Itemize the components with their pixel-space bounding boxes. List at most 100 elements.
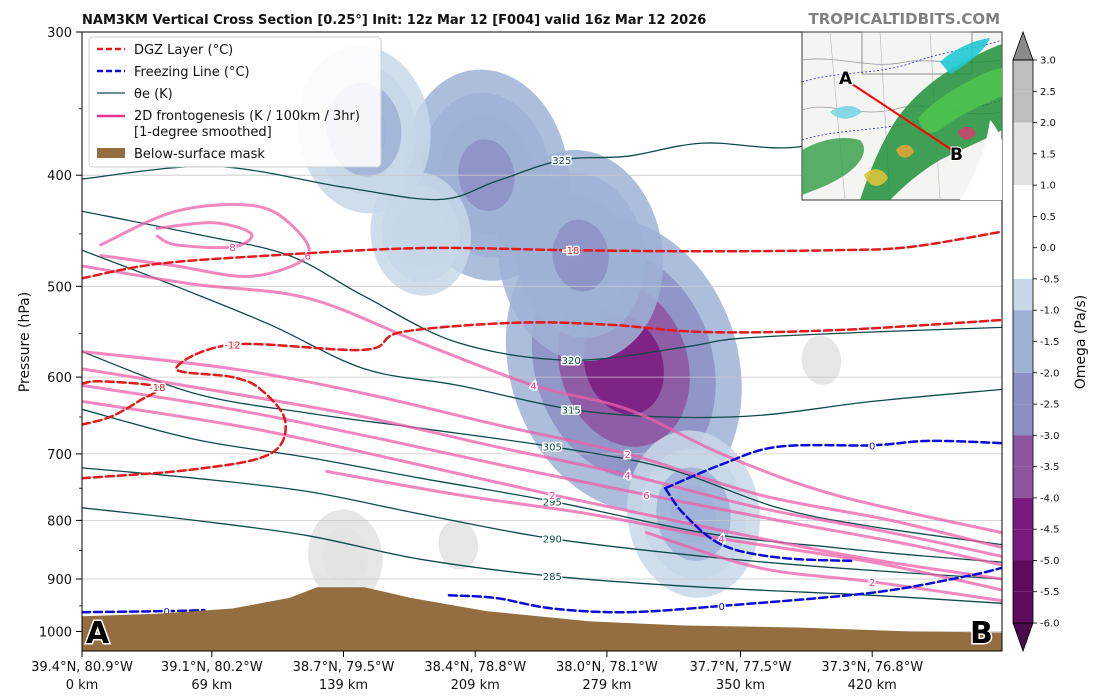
dgz-line-0 bbox=[82, 230, 1002, 280]
y-tick-label-900: 900 bbox=[47, 573, 72, 588]
frontogenesis-contours: 6 8 4 2 4 6 2 4 2 bbox=[82, 203, 1002, 603]
colorbar-bin-2.5 bbox=[1013, 91, 1033, 123]
frontogenesis-label-8: 2 bbox=[869, 578, 875, 589]
colorbar-bin--3.5 bbox=[1013, 466, 1033, 498]
x-tick-distance-3: 209 km bbox=[451, 678, 500, 693]
colorbar-tick-label-15: -4.5 bbox=[1040, 525, 1060, 536]
frontogenesis-line-7 bbox=[325, 469, 1002, 592]
colorbar-bin-2.0 bbox=[1013, 122, 1033, 154]
frontogenesis-line-5 bbox=[82, 383, 1002, 567]
frontogenesis-label-2: 4 bbox=[530, 381, 536, 392]
colorbar-tick-label-18: -6.0 bbox=[1040, 619, 1060, 630]
colorbar-tick-label-16: -5.0 bbox=[1040, 556, 1060, 567]
colorbar-tick-label-10: -2.0 bbox=[1040, 368, 1060, 379]
theta-e-line-4 bbox=[82, 408, 1002, 563]
dgz-label-0: -18 bbox=[563, 246, 579, 257]
colorbar-tick-label-5: 0.5 bbox=[1040, 212, 1056, 223]
dgz-contours: -18 -12 -18 bbox=[82, 230, 1002, 480]
brand-watermark: TROPICALTIDBITS.COM bbox=[809, 10, 1001, 28]
theta-e-label-2: 315 bbox=[562, 405, 581, 416]
omega-colorbar: 3.0 2.5 2.0 1.5 1.0 0.5 0.0 -0.5 -1.0 -1.5 -2.0 -2.… bbox=[1012, 30, 1060, 653]
y-tick-label-600: 600 bbox=[47, 371, 72, 386]
frontogenesis-label-1: 8 bbox=[229, 243, 235, 254]
omega-cell-7-ring-3 bbox=[322, 527, 368, 585]
y-tick-label-700: 700 bbox=[47, 448, 72, 463]
colorbar-bin--4.0 bbox=[1013, 497, 1033, 530]
colorbar-tick-label-7: -0.5 bbox=[1040, 274, 1060, 285]
frontogenesis-line-3 bbox=[82, 350, 1002, 550]
freezing-line-0 bbox=[82, 608, 206, 614]
x-tick-distance-4: 279 km bbox=[582, 678, 631, 693]
freezing-line-3 bbox=[663, 486, 855, 563]
colorbar-bin--0.5 bbox=[1013, 278, 1033, 311]
colorbar-title: Omega (Pa/s) bbox=[1073, 295, 1089, 390]
frontogenesis-label-3: 2 bbox=[624, 450, 630, 461]
legend-dgz-label: DGZ Layer (°C) bbox=[134, 43, 233, 58]
plot-frame bbox=[81, 31, 1003, 652]
colorbar-bin--1.0 bbox=[1013, 310, 1033, 342]
colorbar-bin--2.5 bbox=[1013, 404, 1033, 436]
omega-cell-10-ring-3 bbox=[580, 65, 615, 108]
dgz-line-1 bbox=[82, 318, 1002, 480]
freezing-label-1: 0 bbox=[719, 602, 725, 613]
frontogenesis-line-2 bbox=[82, 264, 1002, 535]
x-tick-coord-4: 38.0°N, 78.1°W bbox=[556, 660, 658, 675]
frontogenesis-label-7: 4 bbox=[719, 535, 725, 546]
chart-title: NAM3KM Vertical Cross Section [0.25°] In… bbox=[82, 13, 706, 28]
colorbar-bin--4.5 bbox=[1013, 529, 1033, 561]
y-axis-title: Pressure (hPa) bbox=[17, 292, 33, 392]
x-tick-coord-2: 38.7°N, 79.5°W bbox=[293, 660, 395, 675]
pressure-axis: 300 400 500 600 700 800 900 1000 bbox=[39, 26, 82, 641]
legend-fronto-label: 2D frontogenesis (K / 100km / 3hr) bbox=[134, 109, 360, 124]
colorbar-bin--5.5 bbox=[1013, 591, 1033, 623]
frontogenesis-line-4 bbox=[82, 367, 1002, 558]
frontogenesis-line-0 bbox=[99, 203, 311, 279]
inset-end-label: B bbox=[950, 145, 963, 165]
theta-e-label-5: 290 bbox=[543, 535, 562, 546]
theta-e-line-2 bbox=[82, 249, 1002, 419]
x-tick-distance-5: 350 km bbox=[716, 678, 765, 693]
theta-e-line-5 bbox=[82, 467, 1002, 580]
y-tick-label-300: 300 bbox=[47, 26, 72, 41]
inset-start-label: A bbox=[839, 69, 853, 89]
x-tick-distance-6: 420 km bbox=[848, 678, 897, 693]
inset-section-line bbox=[851, 83, 953, 151]
omega-cell-1-ring-3 bbox=[552, 219, 609, 292]
colorbar-tick-label-11: -2.5 bbox=[1040, 400, 1060, 411]
frontogenesis-label-4: 4 bbox=[624, 471, 630, 482]
colorbar-bin-0.5 bbox=[1013, 216, 1033, 248]
dgz-line-2 bbox=[82, 379, 160, 426]
x-tick-coord-5: 37.7°N, 77.5°W bbox=[690, 660, 792, 675]
dgz-label-2: -18 bbox=[149, 383, 165, 394]
omega-cell-8-ring-3 bbox=[801, 335, 842, 385]
colorbar-tick-label-6: 0.0 bbox=[1040, 243, 1056, 254]
omega-shading bbox=[279, 32, 1002, 641]
colorbar-tick-label-12: -3.0 bbox=[1040, 431, 1060, 442]
distance-axis: 39.4°N, 80.9°W 0 km 39.1°N, 80.2°W 69 km 38.… bbox=[31, 651, 923, 693]
y-tick-label-1000: 1000 bbox=[39, 626, 72, 641]
freezing-line-contours: 0 0 0 bbox=[82, 439, 1002, 620]
theta-e-label-1: 320 bbox=[562, 356, 581, 367]
colorbar-tick-label-8: -1.0 bbox=[1040, 306, 1060, 317]
x-tick-distance-1: 69 km bbox=[191, 678, 232, 693]
colorbar-bin--2.0 bbox=[1013, 372, 1033, 405]
colorbar-bin-3.0 bbox=[1013, 60, 1033, 92]
colorbar-extend-top bbox=[1012, 30, 1034, 61]
below-surface-mask bbox=[82, 587, 1002, 651]
theta-e-label-0: 325 bbox=[552, 156, 571, 167]
legend: DGZ Layer (°C) Freezing Line (°C) θe (K)… bbox=[88, 36, 382, 168]
colorbar-bin-1.0 bbox=[1013, 185, 1033, 217]
theta-e-label-6: 285 bbox=[543, 572, 562, 583]
x-tick-coord-3: 38.4°N, 78.8°W bbox=[424, 660, 526, 675]
inset-map: A B bbox=[801, 31, 1003, 201]
frontogenesis-label-0: 6 bbox=[305, 252, 311, 263]
theta-e-line-3 bbox=[82, 350, 1002, 546]
colorbar-tick-label-2: 2.0 bbox=[1040, 118, 1056, 129]
colorbar-bin--1.5 bbox=[1013, 341, 1033, 373]
legend-fronto-sublabel: [1-degree smoothed] bbox=[134, 125, 272, 140]
dgz-label-1: -12 bbox=[224, 341, 240, 352]
colorbar-extend-bottom bbox=[1012, 622, 1034, 653]
legend-mask-swatch bbox=[97, 148, 125, 158]
colorbar-bin--3.0 bbox=[1013, 435, 1033, 467]
